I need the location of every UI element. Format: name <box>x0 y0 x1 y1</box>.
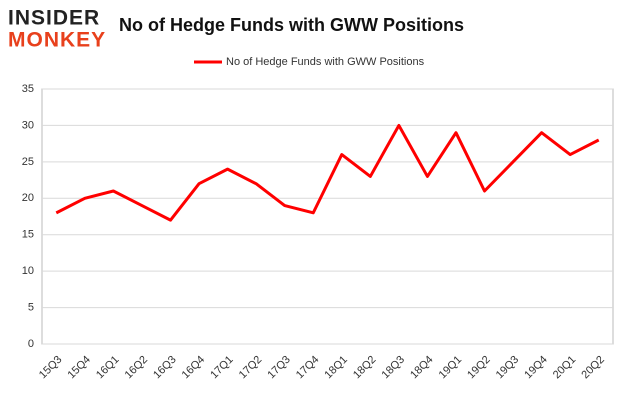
x-tick-label: 19Q1 <box>437 354 465 382</box>
x-tick-label: 20Q1 <box>551 354 579 382</box>
brand-top: INSIDER <box>8 7 100 30</box>
y-tick-label: 35 <box>22 83 34 95</box>
brand-bottom: MONKEY <box>8 29 106 52</box>
x-tick-label: 15Q3 <box>37 354 65 382</box>
line-series <box>55 123 600 222</box>
x-tick-label: 18Q2 <box>351 354 379 382</box>
x-tick-label: 19Q2 <box>465 354 493 382</box>
x-tick-label: 16Q4 <box>180 354 208 382</box>
x-tick-label: 16Q2 <box>123 354 151 382</box>
y-tick-label: 10 <box>22 265 34 277</box>
x-tick-label: 19Q4 <box>522 354 550 382</box>
y-tick-label: 15 <box>22 229 34 241</box>
y-tick-label: 0 <box>28 338 34 350</box>
plot-frame <box>41 88 614 345</box>
x-tick-label: 18Q3 <box>380 354 408 382</box>
x-tick-label: 16Q3 <box>151 354 179 382</box>
y-tick-label: 25 <box>22 156 34 168</box>
x-tick-label: 17Q4 <box>294 354 322 382</box>
legend-label: No of Hedge Funds with GWW Positions <box>226 56 425 68</box>
x-tick-label: 15Q4 <box>65 354 93 382</box>
x-tick-label: 19Q3 <box>494 354 522 382</box>
chart-title: No of Hedge Funds with GWW Positions <box>119 15 464 35</box>
x-tick-label: 18Q1 <box>322 354 350 382</box>
x-tick-label: 17Q1 <box>208 354 236 382</box>
x-tick-label: 18Q4 <box>408 354 436 382</box>
x-tick-label: 17Q2 <box>237 354 265 382</box>
x-tick-label: 17Q3 <box>265 354 293 382</box>
y-tick-label: 20 <box>22 192 34 204</box>
x-tick-label: 20Q2 <box>579 354 607 382</box>
x-tick-label: 16Q1 <box>94 354 122 382</box>
y-tick-label: 30 <box>22 119 34 131</box>
y-tick-label: 5 <box>28 301 34 313</box>
